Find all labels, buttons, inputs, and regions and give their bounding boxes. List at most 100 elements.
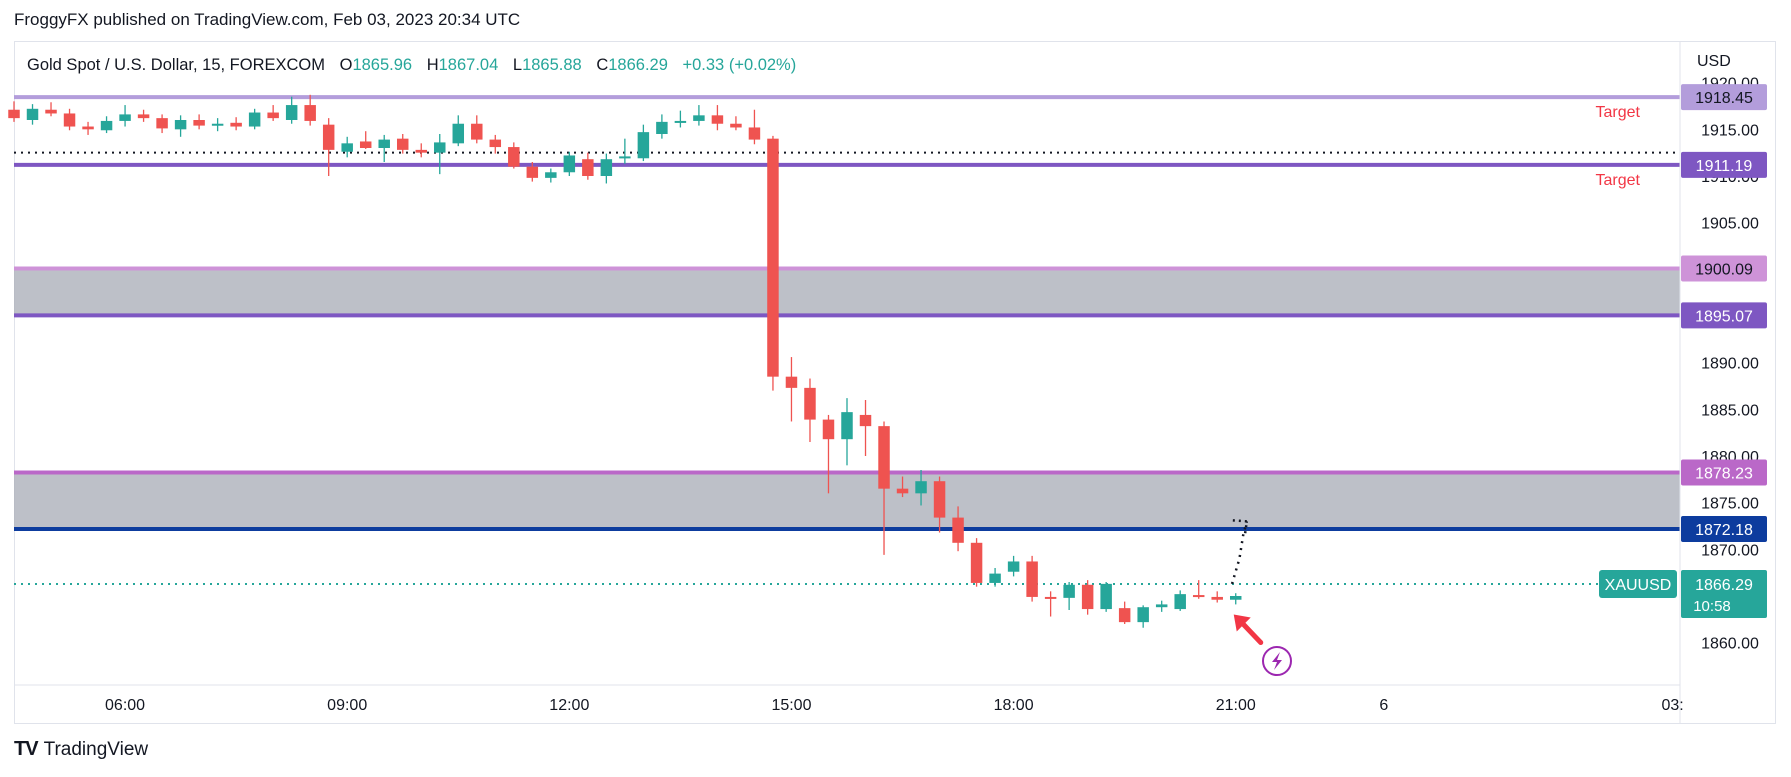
candle-body <box>915 481 927 494</box>
candle-body <box>211 123 224 126</box>
candle-body <box>804 387 816 420</box>
open-value: 1865.96 <box>352 56 412 74</box>
current-price-text: 1866.29 <box>1695 577 1753 594</box>
symbol-badge <box>1599 569 1677 598</box>
level-price-text: 1900.09 <box>1695 261 1753 278</box>
candle-body <box>952 517 964 543</box>
candle-body <box>1211 596 1223 600</box>
candle-body <box>730 123 742 128</box>
time-tick-label: 06:00 <box>105 697 145 714</box>
candle-body <box>970 542 983 583</box>
brand-name: TradingView <box>43 738 149 760</box>
tradingview-logo-icon: TV <box>14 738 39 760</box>
candle-body <box>859 414 872 427</box>
candle-body <box>267 112 279 119</box>
candle-body <box>1063 584 1075 598</box>
footer-brand[interactable]: TV TradingView <box>14 738 148 761</box>
candle-body <box>1174 594 1186 610</box>
candle-body <box>933 481 946 518</box>
candle-body <box>785 376 798 388</box>
supply-demand-zone <box>14 472 1680 529</box>
current-price-badge <box>1681 569 1767 618</box>
lightning-bolt-icon <box>1272 652 1282 670</box>
candle-body <box>1192 595 1205 598</box>
time-axis: 06:00 09:00 12:00 15:00 18:00 21:00 6 03: <box>105 697 1684 714</box>
candle-body <box>582 159 594 176</box>
candle-body <box>619 156 631 159</box>
candle-body <box>45 109 57 114</box>
candle-body <box>508 147 520 167</box>
level-price-badge <box>1681 84 1767 111</box>
candle-body <box>8 109 20 119</box>
publisher-line: FroggyFX published on TradingView.com, F… <box>14 10 521 29</box>
candle-body <box>341 143 353 152</box>
candle-body <box>63 113 76 127</box>
time-tick-label: 21:00 <box>1216 697 1256 714</box>
candle-body <box>693 115 705 121</box>
candle-body <box>193 120 205 126</box>
candle-body <box>822 419 835 440</box>
low-label: L <box>513 56 522 74</box>
level-price-text: 1918.45 <box>1695 90 1753 107</box>
symbol-badge-text: XAUUSD <box>1605 577 1672 594</box>
candle-body <box>378 139 390 148</box>
high-label: H <box>427 56 439 74</box>
chart-frame <box>14 41 1776 724</box>
candle-body <box>1026 561 1038 597</box>
close-label: C <box>596 56 608 74</box>
candle-body <box>600 159 613 176</box>
candle-body <box>396 138 409 150</box>
price-tick-label: 1905.00 <box>1701 216 1759 233</box>
time-tick-label: 6 <box>1379 697 1388 714</box>
candle-body <box>452 123 465 144</box>
level-price-text: 1872.18 <box>1695 522 1753 539</box>
level-price-badge <box>1681 151 1767 178</box>
level-price-text: 1878.23 <box>1695 466 1753 483</box>
candle-body <box>1118 608 1131 623</box>
candle-body <box>304 105 316 121</box>
candle-body <box>656 121 668 134</box>
candle-body <box>174 120 187 130</box>
open-label: O <box>340 56 353 74</box>
low-value: 1865.88 <box>522 56 582 74</box>
red-arrow-icon <box>1238 619 1264 646</box>
high-value: 1867.04 <box>439 56 499 74</box>
candle-body <box>1081 584 1094 610</box>
candle-body <box>896 488 909 494</box>
candle-body <box>711 115 724 124</box>
candle-body <box>1229 596 1242 600</box>
candle-body <box>989 573 1001 583</box>
candle-body <box>1137 607 1149 623</box>
candle-body <box>285 105 298 120</box>
time-tick-label: 15:00 <box>771 697 811 714</box>
candle-body <box>26 108 39 120</box>
candle-body <box>359 141 372 148</box>
time-tick-label: 03: <box>1661 697 1683 714</box>
currency-label: USD <box>1697 53 1731 70</box>
price-tick-label: 1875.00 <box>1701 496 1759 513</box>
candle-body <box>322 124 335 150</box>
candle-body <box>82 126 94 130</box>
candle-body <box>545 172 557 178</box>
candle-body <box>415 149 427 153</box>
candle-body <box>137 114 150 119</box>
candle-body <box>434 142 446 153</box>
price-labels: 1918.45 1911.19 1900.09 1895.07 1878.23 1872.… <box>1599 84 1767 618</box>
candle-body <box>119 114 131 121</box>
candle-body <box>248 112 261 127</box>
annotations <box>1230 519 1292 676</box>
level-price-text: 1911.19 <box>1696 158 1753 175</box>
candle-body <box>563 155 576 173</box>
candle-body <box>841 412 853 440</box>
candle-body <box>1155 604 1168 608</box>
level-price-badge <box>1681 459 1767 486</box>
candle-body <box>878 426 890 489</box>
time-tick-label: 09:00 <box>327 697 367 714</box>
target-label: Target <box>1596 172 1641 189</box>
target-label: Target <box>1596 104 1641 121</box>
price-tick-label: 1915.00 <box>1701 122 1759 139</box>
symbol-name: Gold Spot / U.S. Dollar, 15, FOREXCOM <box>27 56 325 74</box>
candle-body <box>1007 561 1020 572</box>
candle-body <box>156 118 168 129</box>
